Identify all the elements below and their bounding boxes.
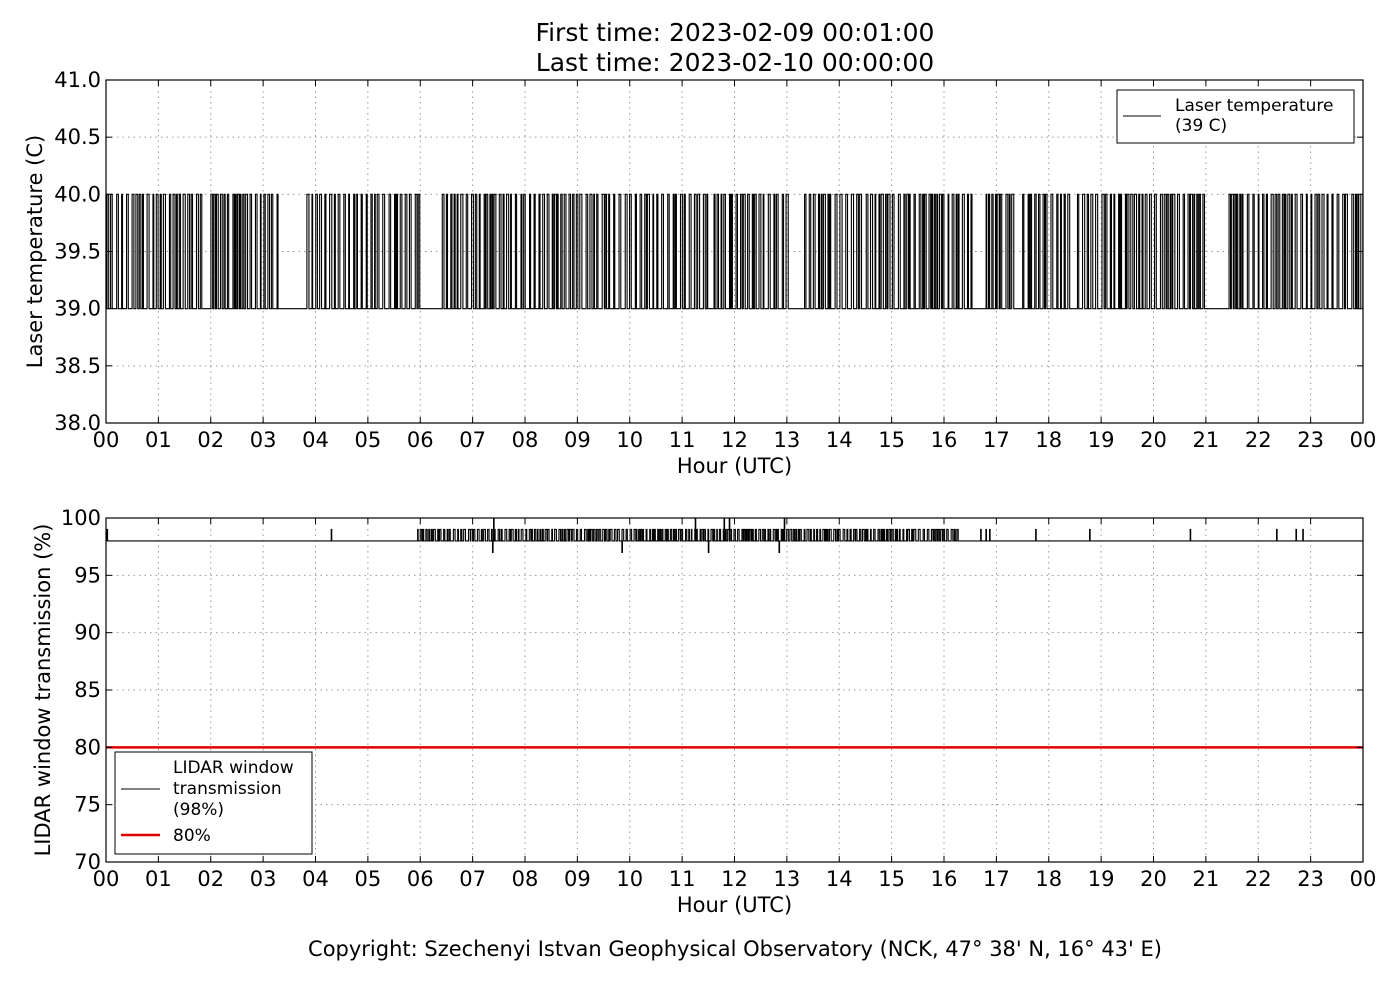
x-tick-label: 12: [721, 867, 748, 891]
x-tick-label: 12: [721, 428, 748, 452]
legend-label-transmission: transmission: [173, 779, 282, 799]
x-tick-label: 16: [931, 867, 958, 891]
y-tick-label: 100: [61, 506, 101, 530]
y-tick-label: 40.0: [54, 182, 101, 206]
chart-title-first-time: First time: 2023-02-09 00:01:00: [535, 18, 935, 47]
y-tick-label: 39.0: [54, 297, 101, 321]
x-tick-label: 05: [355, 428, 382, 452]
y-tick-label: 39.5: [54, 240, 101, 264]
y-tick-label: 38.5: [54, 354, 101, 378]
x-tick-label: 18: [1035, 428, 1062, 452]
x-tick-label: 11: [669, 867, 696, 891]
y-tick-label: 95: [74, 563, 101, 587]
y-axis-label: LIDAR window transmission (%): [31, 524, 55, 857]
legend-label-transmission: (98%): [173, 800, 224, 820]
x-axis-label: Hour (UTC): [677, 454, 792, 478]
x-tick-label: 01: [145, 867, 172, 891]
x-tick-label: 06: [407, 867, 434, 891]
x-tick-label: 17: [983, 867, 1010, 891]
lidar-transmission-line: [106, 517, 1363, 553]
y-tick-label: 38.0: [54, 411, 101, 435]
y-tick-label: 90: [74, 621, 101, 645]
x-tick-label: 10: [616, 428, 643, 452]
x-tick-label: 15: [878, 867, 905, 891]
x-tick-label: 23: [1297, 867, 1324, 891]
legend-box: [114, 751, 313, 855]
x-tick-label: 15: [878, 428, 905, 452]
x-tick-label: 09: [564, 428, 591, 452]
legend-label-threshold: 80%: [173, 826, 211, 846]
x-tick-label: 09: [564, 867, 591, 891]
x-tick-label: 00: [93, 867, 120, 891]
x-tick-label: 06: [407, 428, 434, 452]
laser-temperature-line: [105, 193, 1364, 310]
x-tick-label: 13: [774, 867, 801, 891]
x-tick-label: 22: [1245, 428, 1272, 452]
chart-title-last-time: Last time: 2023-02-10 00:00:00: [535, 48, 935, 77]
x-tick-label: 21: [1193, 428, 1220, 452]
x-tick-label: 07: [459, 428, 486, 452]
x-tick-label: 02: [197, 428, 224, 452]
x-tick-label: 03: [250, 867, 277, 891]
legend-label-laser: (39 C): [1175, 116, 1227, 136]
y-tick-label: 41.0: [54, 68, 101, 92]
y-tick-label: 85: [74, 678, 101, 702]
x-tick-label: 13: [774, 428, 801, 452]
x-tick-label: 21: [1193, 867, 1220, 891]
x-tick-label: 00: [1350, 428, 1377, 452]
x-tick-label: 10: [616, 867, 643, 891]
x-tick-label: 08: [512, 867, 539, 891]
copyright-footer: Copyright: Szechenyi Istvan Geophysical …: [308, 937, 1162, 961]
legend-label-transmission: LIDAR window: [173, 758, 294, 778]
y-tick-label: 80: [74, 735, 101, 759]
x-tick-label: 20: [1140, 867, 1167, 891]
x-tick-label: 14: [826, 428, 853, 452]
x-tick-label: 07: [459, 867, 486, 891]
x-tick-label: 16: [931, 428, 958, 452]
x-tick-label: 00: [1350, 867, 1377, 891]
y-tick-label: 40.5: [54, 125, 101, 149]
x-tick-label: 23: [1297, 428, 1324, 452]
y-axis-label: Laser temperature (C): [23, 135, 47, 368]
x-tick-label: 03: [250, 428, 277, 452]
x-tick-label: 04: [302, 428, 329, 452]
x-tick-label: 04: [302, 867, 329, 891]
x-tick-label: 11: [669, 428, 696, 452]
x-tick-label: 17: [983, 428, 1010, 452]
x-axis-label: Hour (UTC): [677, 893, 792, 917]
x-tick-label: 19: [1088, 867, 1115, 891]
x-tick-label: 19: [1088, 428, 1115, 452]
x-tick-label: 22: [1245, 867, 1272, 891]
x-tick-label: 18: [1035, 867, 1062, 891]
y-tick-label: 75: [74, 793, 101, 817]
x-tick-label: 00: [93, 428, 120, 452]
x-tick-label: 01: [145, 428, 172, 452]
x-tick-label: 14: [826, 867, 853, 891]
x-tick-label: 02: [197, 867, 224, 891]
x-tick-label: 05: [355, 867, 382, 891]
x-tick-label: 08: [512, 428, 539, 452]
legend-label-laser: Laser temperature: [1175, 96, 1333, 116]
y-tick-label: 70: [74, 850, 101, 874]
x-tick-label: 20: [1140, 428, 1167, 452]
